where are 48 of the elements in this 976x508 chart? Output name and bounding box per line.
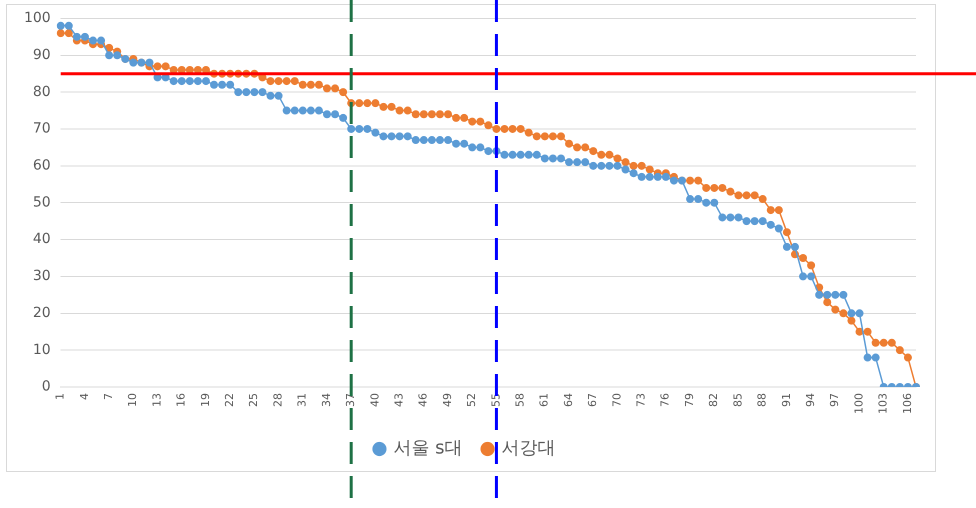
y-tick-label: 80 <box>32 84 51 100</box>
x-tick-label: 76 <box>658 393 672 408</box>
legend-label: 서울 s대 <box>393 438 463 459</box>
x-tick-label: 40 <box>368 393 382 408</box>
x-tick-label: 34 <box>320 393 333 408</box>
x-tick-label: 22 <box>223 393 236 408</box>
x-tick-label: 7 <box>102 393 115 400</box>
y-tick-label: 90 <box>32 46 51 63</box>
x-tick-label: 28 <box>271 393 284 408</box>
x-tick-label: 88 <box>756 393 769 408</box>
x-tick-label: 70 <box>610 393 624 408</box>
x-tick-label: 58 <box>513 393 526 408</box>
y-tick-label: 100 <box>24 10 51 26</box>
x-tick-label: 82 <box>707 393 720 408</box>
x-tick-label: 106 <box>900 393 914 414</box>
x-tick-label: 100 <box>852 393 866 414</box>
y-tick-label: 0 <box>42 378 51 395</box>
x-tick-label: 97 <box>828 393 842 408</box>
y-tick-label: 60 <box>32 157 51 174</box>
y-tick-label: 40 <box>32 231 51 248</box>
x-tick-label: 16 <box>174 393 188 408</box>
y-tick-label: 50 <box>32 194 51 210</box>
y-tick-label: 10 <box>32 342 51 358</box>
x-tick-label: 10 <box>126 393 140 408</box>
x-tick-label: 49 <box>440 393 454 408</box>
x-tick-label: 73 <box>634 393 648 408</box>
y-tick-label: 20 <box>32 304 51 321</box>
x-tick-label: 37 <box>344 393 358 408</box>
x-tick-label: 1 <box>54 393 67 400</box>
x-tick-label: 52 <box>465 393 478 408</box>
legend-label: 서강대 <box>502 438 556 459</box>
x-tick-label: 4 <box>78 393 91 400</box>
x-tick-label: 19 <box>198 393 212 408</box>
x-tick-label: 103 <box>876 393 890 414</box>
x-tick-label: 13 <box>150 393 164 408</box>
x-tick-label: 25 <box>247 393 260 408</box>
x-tick-label: 64 <box>562 393 575 408</box>
x-tick-label: 31 <box>296 393 309 408</box>
x-tick-label: 67 <box>586 393 600 408</box>
x-tick-label: 43 <box>392 393 406 408</box>
x-tick-label: 94 <box>804 393 817 408</box>
x-tick-label: 91 <box>780 393 793 408</box>
x-tick-label: 85 <box>731 393 744 408</box>
y-tick-label: 70 <box>32 120 51 137</box>
x-tick-label: 46 <box>416 393 430 408</box>
x-tick-label: 79 <box>682 393 696 408</box>
x-tick-label: 61 <box>538 393 551 408</box>
y-tick-label: 30 <box>32 268 51 284</box>
